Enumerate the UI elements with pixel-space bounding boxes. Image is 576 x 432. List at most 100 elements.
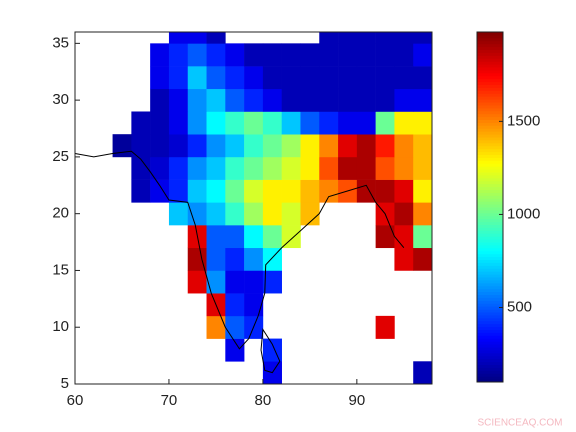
heat-cell [187,32,207,44]
colorbar-swatch [477,37,503,42]
heat-cell [300,66,320,90]
colorbar-swatch [477,230,503,234]
colorbar-swatch [477,212,503,217]
heat-cell [206,88,226,112]
colorbar-swatch [477,239,503,243]
colorbar-swatch [477,75,503,80]
colorbar-swatch [477,227,503,231]
heat-cell [281,134,301,158]
heat-cell [262,88,282,112]
heat-cell [319,179,339,203]
heat-cell [206,134,226,158]
colorbar-swatch [477,119,503,123]
heat-cell [206,156,226,180]
colorbar-swatch [477,69,503,74]
heat-cell [262,270,282,294]
colorbar-swatch [477,268,503,272]
heat-cell [225,88,245,112]
colorbar-swatch [477,274,503,278]
colorbar-swatch [477,277,503,281]
colorbar-swatch [477,247,503,252]
colorbar-swatch [477,145,503,150]
colorbar-swatch [477,116,503,120]
colorbar-swatch [477,177,503,182]
colorbar-swatch [477,195,503,199]
heat-cell [262,66,282,90]
heat-cell [206,66,226,90]
colorbar-swatch [477,250,503,255]
heat-cell [394,32,414,44]
heat-cell [187,247,207,271]
colorbar-swatch [477,139,503,144]
colorbar-swatch [477,379,503,383]
colorbar-swatch [477,244,503,249]
heat-cell [319,88,339,112]
heat-cell [187,43,207,67]
heat-cell [150,156,170,180]
heat-cell [319,66,339,90]
colorbar [477,32,503,383]
heat-cell [225,43,245,67]
colorbar-swatch [477,259,503,263]
heat-cell [150,134,170,158]
heat-cell [300,111,320,135]
heat-cell [356,88,376,112]
heat-cell [206,32,226,44]
heat-cell [244,202,264,226]
heat-cell [394,179,414,203]
heat-cell [338,111,358,135]
coastline [75,151,404,372]
colorbar-swatch [477,90,503,94]
heat-cell [187,111,207,135]
colorbar-tick-label: 500 [507,299,532,316]
heat-cell [150,43,170,67]
colorbar-swatch [477,347,503,351]
heat-cell [338,134,358,158]
colorbar-swatch [477,122,503,126]
heat-cell [206,247,226,271]
heat-cell [150,111,170,135]
heatmap [112,32,433,385]
heat-cell [244,156,264,180]
colorbar-swatch [477,367,503,371]
colorbar-swatch [477,329,503,333]
colorbar-swatch [477,137,503,141]
colorbar-swatch [477,32,503,36]
colorbar-swatch [477,84,503,88]
colorbar-swatch [477,131,503,135]
heat-cell [319,156,339,180]
heat-cell [262,202,282,226]
colorbar-swatch [477,163,503,167]
colorbar-swatch [477,312,503,316]
colorbar-swatch [477,370,503,374]
heat-cell [206,225,226,249]
heat-cell [394,225,414,249]
colorbar-swatch [477,309,503,313]
colorbar-swatch [477,160,503,164]
heat-cell [206,179,226,203]
heat-cell [394,156,414,180]
colorbar-swatch [477,154,503,158]
heat-cell [131,111,151,135]
colorbar-swatch [477,110,503,115]
heat-cell [413,43,433,67]
colorbar-swatch [477,317,503,322]
colorbar-swatch [477,291,503,295]
colorbar-swatch [477,256,503,260]
colorbar-swatch [477,148,503,153]
heat-cell [187,134,207,158]
heat-cell [281,111,301,135]
heat-cell [413,247,433,271]
heat-cell [281,202,301,226]
heat-cell [300,43,320,67]
colorbar-swatch [477,349,503,354]
y-tick-label: 10 [52,318,69,335]
heat-cell [112,134,132,158]
colorbar-swatch [477,99,503,103]
y-tick-label: 30 [52,91,69,108]
colorbar-swatch [477,335,503,339]
heat-cell [244,88,264,112]
heat-cell [413,361,433,385]
heat-cell [262,111,282,135]
